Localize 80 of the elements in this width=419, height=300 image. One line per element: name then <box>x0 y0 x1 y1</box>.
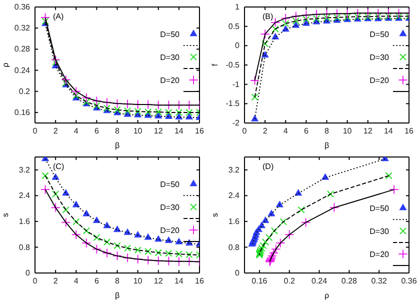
annotation: (A) <box>53 12 64 21</box>
legend-label: D=20 <box>160 76 180 85</box>
y-tick-label: 1.6 <box>18 217 31 226</box>
y-tick-label: 0.8 <box>18 242 31 252</box>
y-tick-label: 3.2 <box>18 165 31 174</box>
x-tick-label: 14 <box>174 276 184 286</box>
x-tick-label: 16 <box>195 276 204 286</box>
legend-label: D=50 <box>160 30 180 39</box>
x-tick-label: 6 <box>94 126 100 136</box>
legend-label: D=30 <box>160 203 180 212</box>
annotation: (D) <box>262 162 274 171</box>
legend-label: D=20 <box>160 226 180 235</box>
legend-label: D=50 <box>370 30 390 39</box>
x-tick-label: 6 <box>94 276 100 286</box>
x-tick-label: 0.24 <box>311 276 328 286</box>
y-tick-label: 0.8 <box>228 242 240 252</box>
y-tick-label: 0.24 <box>14 66 31 75</box>
x-axis-title: β <box>114 291 120 300</box>
x-axis-title: ρ <box>324 291 330 300</box>
y-tick-label: 3.2 <box>228 165 240 174</box>
x-tick-label: 0.2 <box>284 276 296 286</box>
x-tick-label: 10 <box>133 126 143 136</box>
legend-label: D=20 <box>370 250 390 259</box>
annotation: (B) <box>262 12 274 21</box>
y-tick-label: 0 <box>26 268 31 278</box>
x-tick-label: 14 <box>384 126 394 136</box>
y-tick-label: 2.4 <box>18 191 31 200</box>
y-tick-label: 1 <box>235 2 240 12</box>
y-axis-title: s <box>1 213 10 217</box>
legend-label: D=50 <box>370 204 390 213</box>
x-tick-label: 16 <box>404 126 414 136</box>
x-tick-label: 8 <box>324 126 330 136</box>
x-tick-label: 0 <box>32 276 38 286</box>
legend-label: D=20 <box>370 76 390 85</box>
y-tick-label: 0.36 <box>14 2 31 12</box>
x-tick-label: 0 <box>32 126 38 136</box>
x-tick-label: 0.36 <box>401 276 418 286</box>
y-tick-label: 0.32 <box>14 24 31 33</box>
legend-label: D=30 <box>370 227 390 236</box>
x-tick-label: 14 <box>174 126 184 136</box>
x-tick-label: 0.32 <box>371 276 388 286</box>
x-axis-title: β <box>324 141 330 150</box>
x-tick-label: 6 <box>304 126 309 136</box>
y-tick-label: -2 <box>232 118 240 128</box>
y-tick-label: 0.2 <box>18 86 31 96</box>
x-tick-label: 2 <box>53 126 58 136</box>
legend-label: D=30 <box>160 53 180 62</box>
x-tick-label: 0.28 <box>341 276 358 286</box>
x-tick-label: 0 <box>242 126 248 136</box>
y-tick-label: 0 <box>235 268 240 278</box>
y-axis-title: s <box>210 213 220 217</box>
y-tick-label: 0.28 <box>14 44 31 54</box>
legend-label: D=30 <box>370 53 390 62</box>
y-tick-label: -1.5 <box>226 99 240 108</box>
y-tick-label: 1.6 <box>228 217 240 226</box>
x-tick-label: 8 <box>115 276 120 286</box>
x-tick-label: 16 <box>195 126 204 136</box>
y-tick-label: -1 <box>232 80 240 89</box>
y-axis-title: ρ <box>1 62 10 68</box>
x-tick-label: 4 <box>74 126 79 136</box>
y-axis-title: f <box>210 63 220 66</box>
x-tick-label: 12 <box>154 126 164 136</box>
y-tick-label: 0 <box>235 41 240 50</box>
x-tick-label: 10 <box>133 276 143 286</box>
x-tick-label: 8 <box>115 126 120 136</box>
y-tick-label: 0.16 <box>14 108 31 118</box>
y-tick-label: 2.4 <box>228 191 240 200</box>
x-tick-label: 2 <box>53 276 58 286</box>
x-tick-label: 4 <box>74 276 79 286</box>
x-tick-label: 10 <box>342 126 352 136</box>
annotation: (C) <box>53 162 64 171</box>
legend-label: D=50 <box>160 180 180 189</box>
x-tick-label: 12 <box>363 126 373 136</box>
y-tick-label: -0.5 <box>226 60 240 70</box>
y-tick-label: 0.5 <box>228 22 240 31</box>
x-tick-label: 2 <box>262 126 268 136</box>
x-tick-label: 4 <box>283 126 288 136</box>
x-axis-title: β <box>114 141 120 150</box>
x-tick-label: 0.16 <box>252 276 268 286</box>
x-tick-label: 12 <box>154 276 164 286</box>
